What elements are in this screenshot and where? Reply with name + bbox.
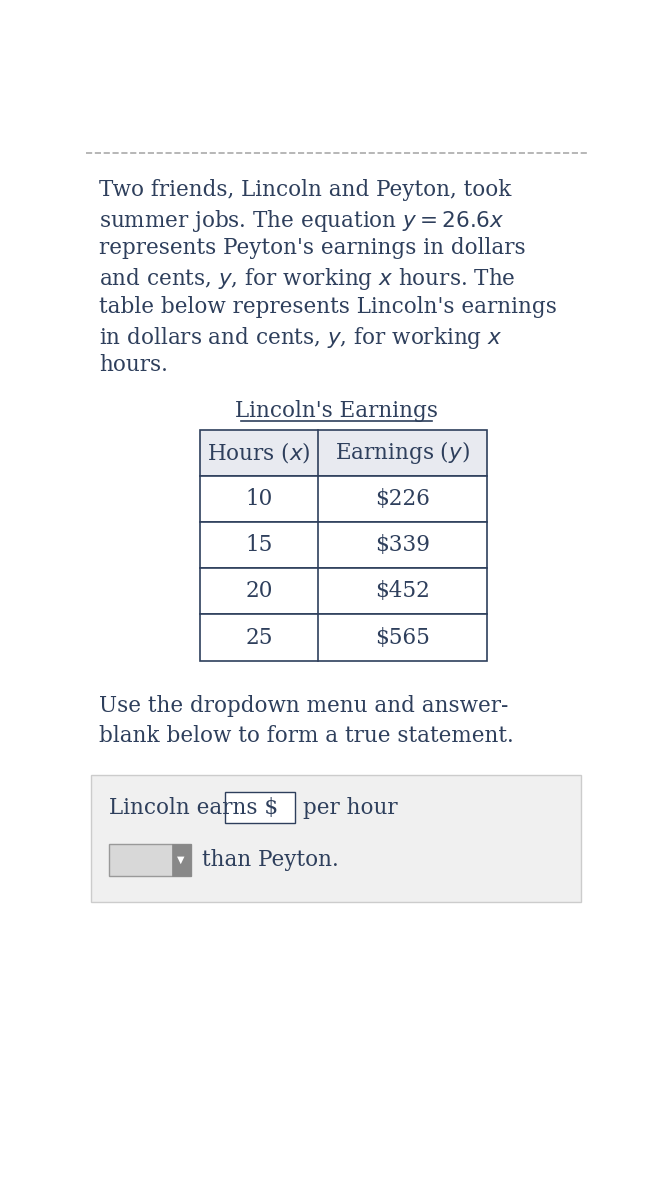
FancyBboxPatch shape [200, 614, 487, 661]
Text: per hour: per hour [303, 797, 398, 818]
Text: $565: $565 [375, 626, 430, 648]
Text: Hours ($x$): Hours ($x$) [207, 440, 311, 466]
Text: than Peyton.: than Peyton. [202, 850, 339, 871]
Text: Use the dropdown menu and answer-: Use the dropdown menu and answer- [99, 695, 508, 718]
FancyBboxPatch shape [200, 476, 487, 522]
Text: Two friends, Lincoln and Peyton, took: Two friends, Lincoln and Peyton, took [99, 179, 512, 200]
Text: hours.: hours. [99, 354, 168, 377]
FancyBboxPatch shape [226, 792, 295, 823]
FancyBboxPatch shape [109, 844, 190, 876]
Text: 15: 15 [245, 534, 273, 556]
Text: Lincoln's Earnings: Lincoln's Earnings [235, 401, 438, 422]
FancyBboxPatch shape [200, 569, 487, 614]
Text: $452: $452 [375, 581, 430, 602]
Text: ▼: ▼ [178, 856, 185, 865]
Text: Lincoln earns $: Lincoln earns $ [109, 797, 278, 818]
Text: 25: 25 [245, 626, 273, 648]
Text: 20: 20 [245, 581, 273, 602]
FancyBboxPatch shape [91, 775, 581, 902]
FancyBboxPatch shape [172, 844, 190, 876]
Text: and cents, $y$, for working $x$ hours. The: and cents, $y$, for working $x$ hours. T… [99, 266, 516, 293]
Text: blank below to form a true statement.: blank below to form a true statement. [99, 725, 514, 746]
FancyBboxPatch shape [200, 522, 487, 569]
Text: $226: $226 [375, 488, 430, 510]
Text: $339: $339 [375, 534, 430, 556]
Text: Earnings ($y$): Earnings ($y$) [335, 439, 470, 467]
Text: table below represents Lincoln's earnings: table below represents Lincoln's earning… [99, 295, 557, 318]
Text: 10: 10 [245, 488, 273, 510]
FancyBboxPatch shape [200, 430, 487, 476]
Text: summer jobs. The equation $y = 26.6x$: summer jobs. The equation $y = 26.6x$ [99, 208, 504, 234]
Text: in dollars and cents, $y$, for working $x$: in dollars and cents, $y$, for working $… [99, 325, 502, 350]
Text: represents Peyton's earnings in dollars: represents Peyton's earnings in dollars [99, 238, 525, 259]
